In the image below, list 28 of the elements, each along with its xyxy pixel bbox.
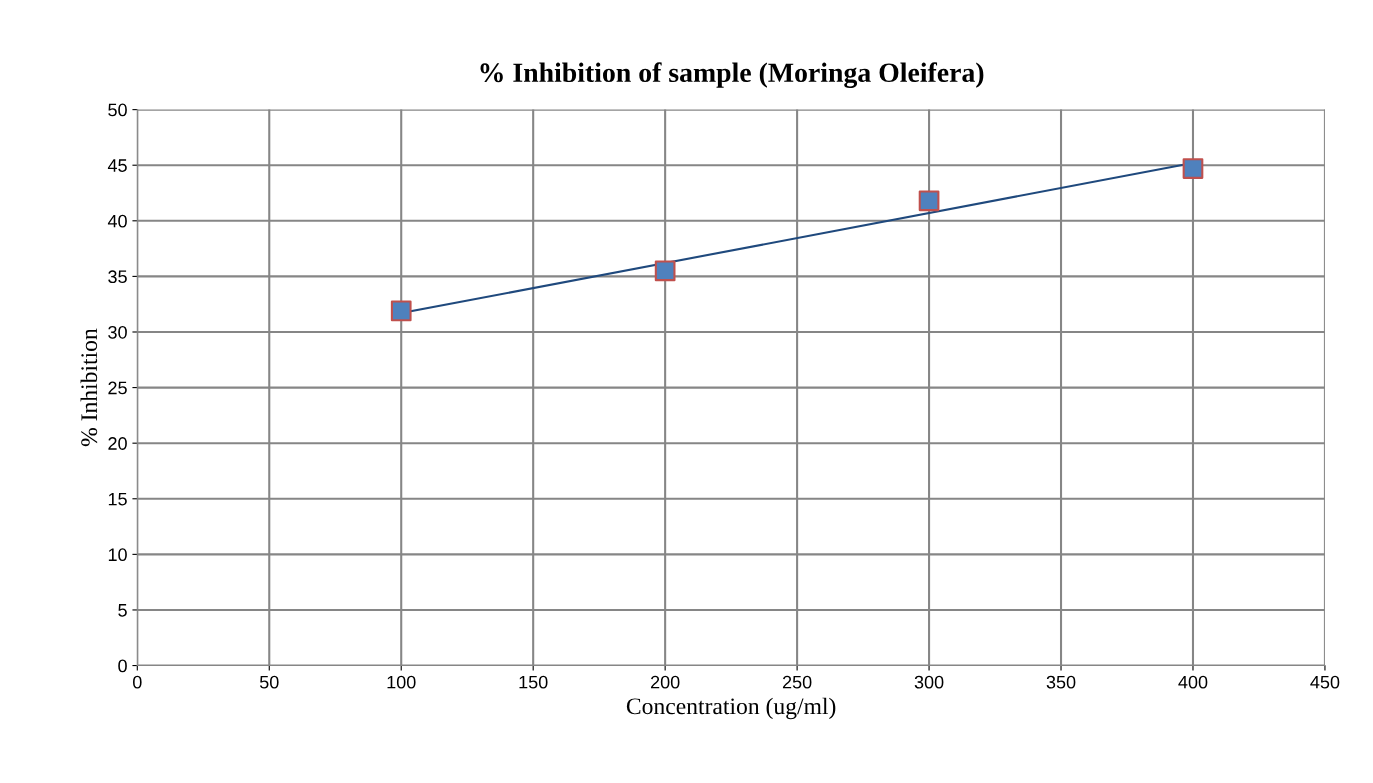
x-tick-label: 100 [387, 675, 416, 689]
y-axis-title: % Inhibition [80, 328, 98, 447]
point [1182, 158, 1204, 179]
x-tick-label: 150 [519, 675, 548, 689]
y-tick-label: 15 [108, 492, 127, 506]
y-tick-label: 20 [108, 437, 127, 450]
y-tick-label: 40 [107, 214, 127, 228]
x-tick-label: 300 [914, 675, 944, 689]
point [654, 260, 676, 282]
y-tick-label: 50 [108, 103, 127, 117]
y-tick-label: 35 [108, 270, 127, 284]
y-tick-label: 30 [108, 325, 127, 339]
x-tick-label: 250 [782, 675, 812, 689]
x-axis-title: Concentration (ug/ml) [626, 697, 836, 720]
y-tick-label: 25 [108, 381, 127, 395]
point [390, 300, 412, 322]
y-tick-label: 45 [107, 159, 127, 172]
x-tick-label: 0 [132, 675, 142, 689]
x-tick-label: 350 [1046, 675, 1076, 689]
x-tick-label: 200 [650, 675, 680, 689]
x-tick-label: 50 [259, 675, 279, 689]
x-tick-label: 400 [1178, 675, 1208, 689]
y-tick-label: 0 [118, 659, 127, 673]
y-tick-label: 5 [118, 604, 127, 617]
y-tick-label: 10 [108, 548, 127, 562]
x-tick-label: 450 [1310, 675, 1340, 689]
point [918, 190, 940, 212]
chart-title: % Inhibition of sample (Moringa Oleifera) [480, 62, 984, 88]
